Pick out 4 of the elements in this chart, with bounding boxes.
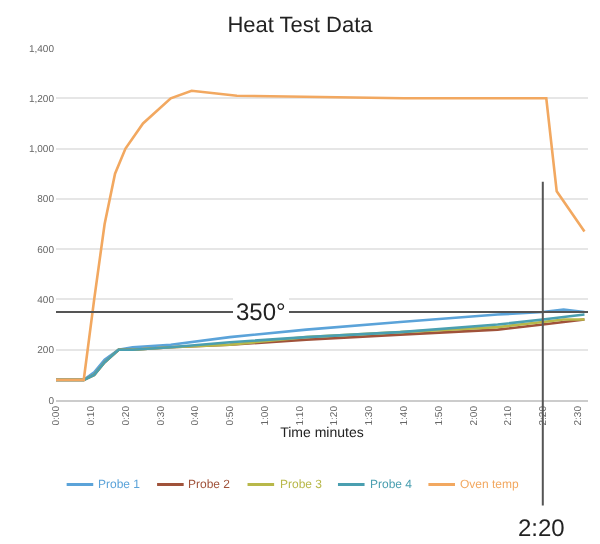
ref-line-label: 2:20 xyxy=(518,514,566,542)
chart-title: Heat Test Data xyxy=(227,13,375,38)
ref-line-label: 350° xyxy=(236,298,287,326)
line-series xyxy=(56,89,586,382)
